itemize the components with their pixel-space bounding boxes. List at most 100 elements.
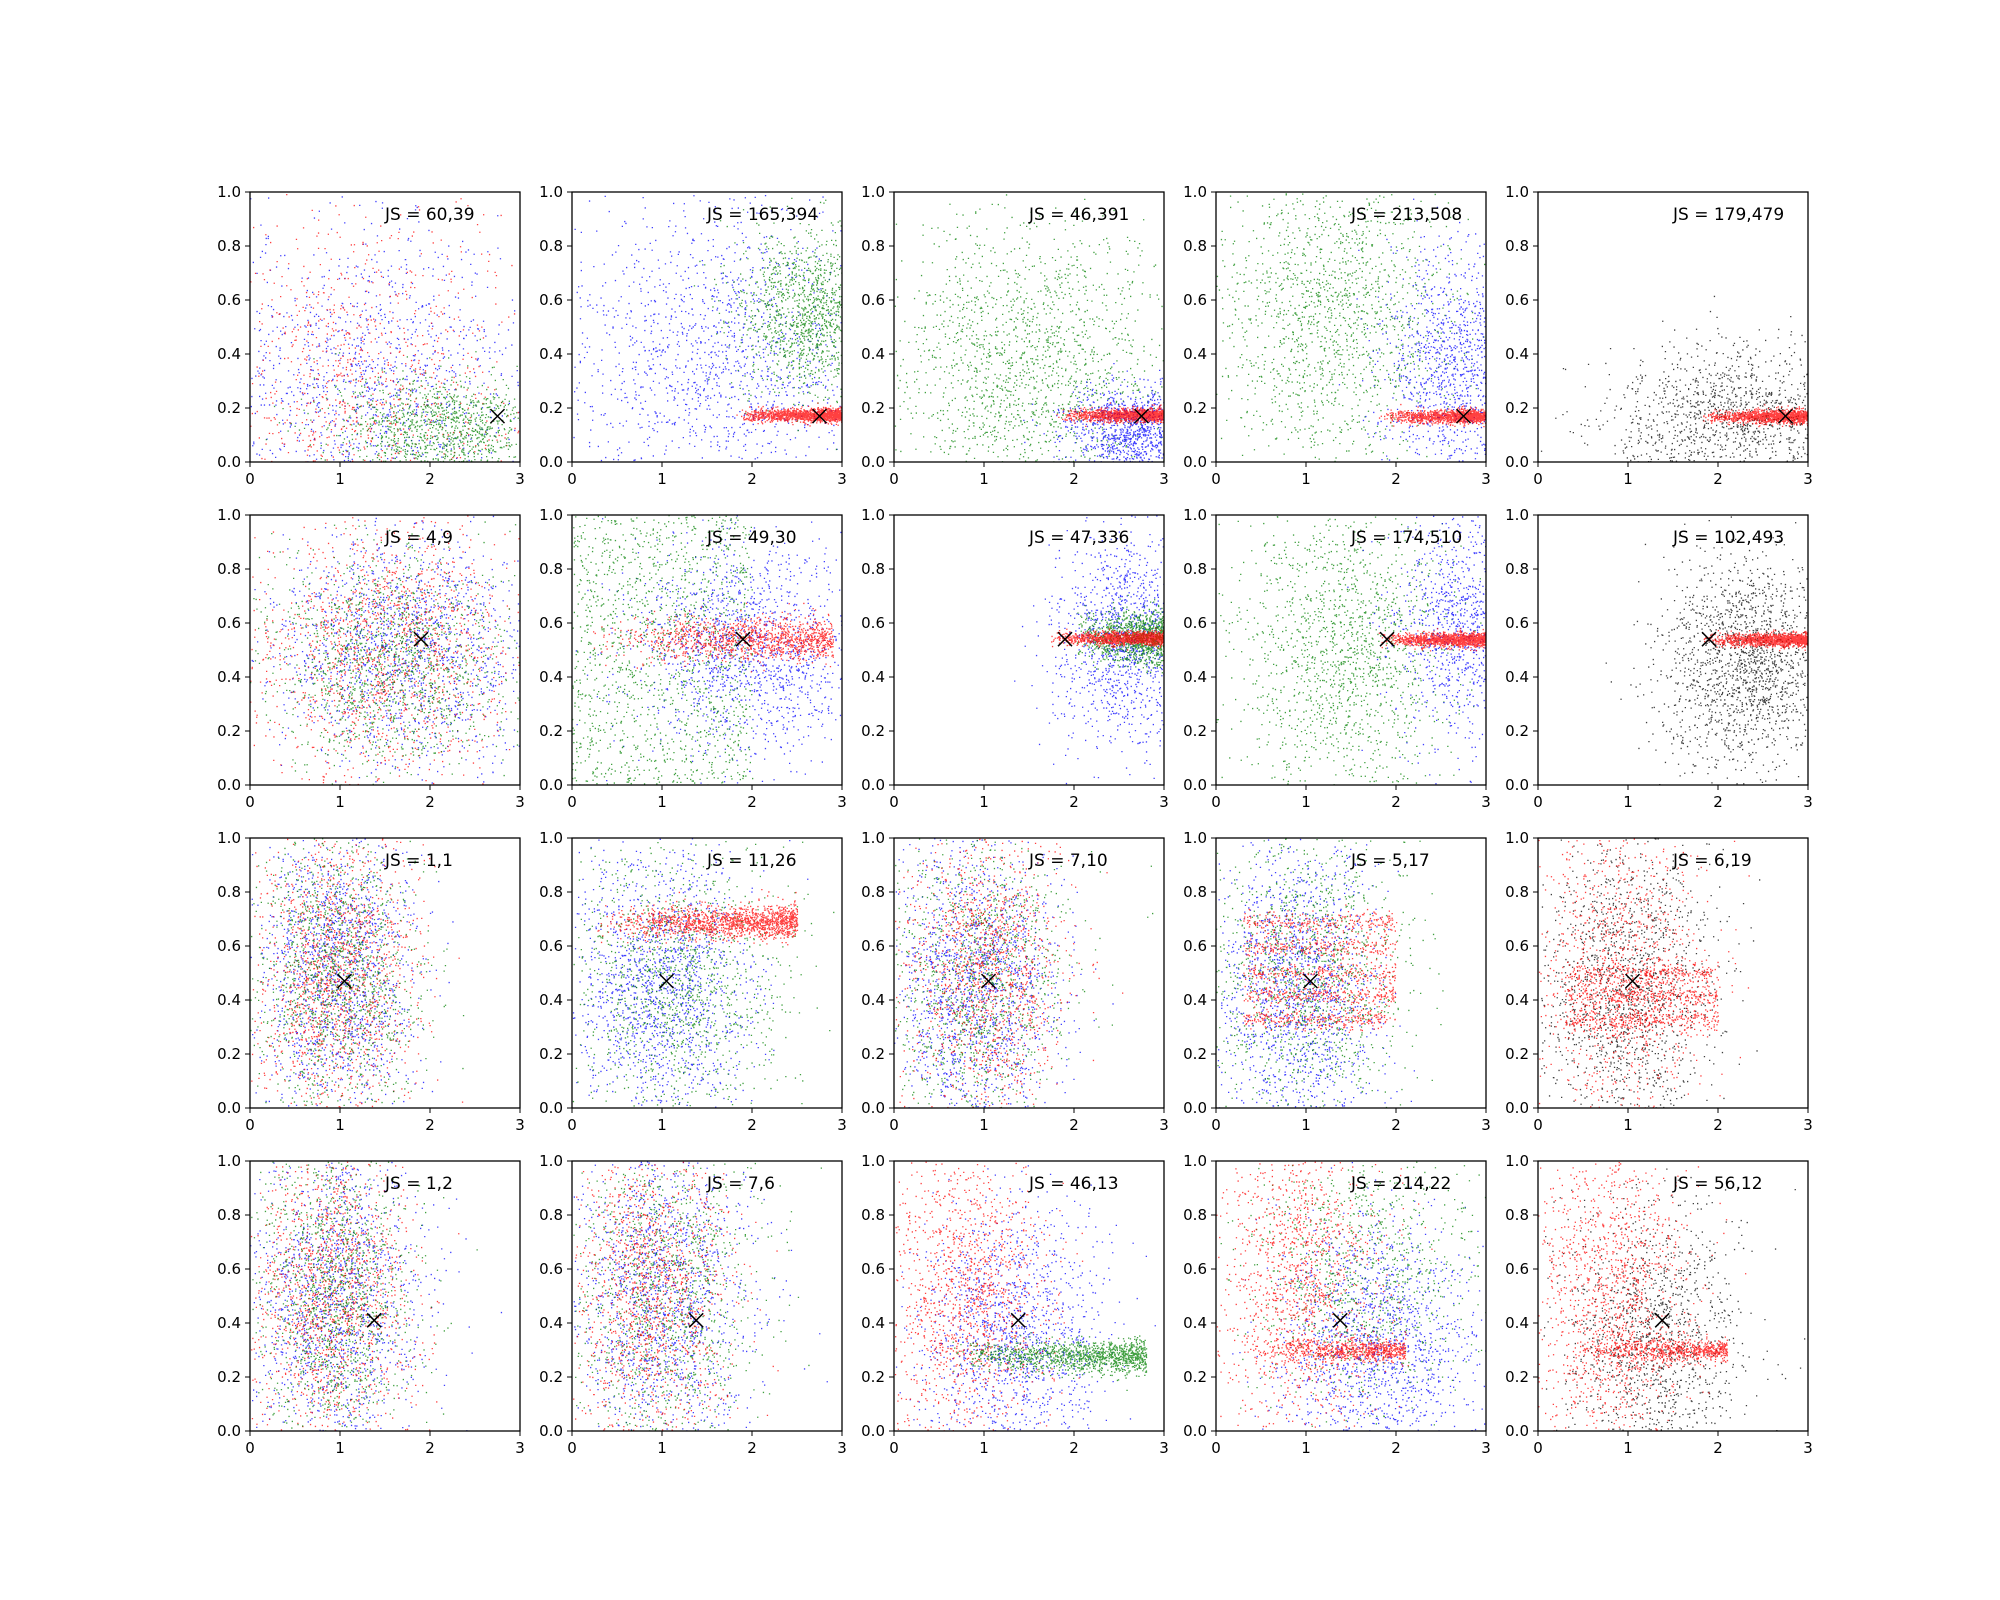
y-tick-label: 1.0 (861, 1152, 885, 1170)
y-tick-label: 1.0 (1505, 1152, 1529, 1170)
x-tick-label: 3 (837, 470, 847, 488)
x-tick-label: 2 (1069, 1116, 1079, 1134)
y-tick-label: 0.4 (861, 1314, 885, 1332)
y-tick-label: 1.0 (217, 183, 241, 201)
y-tick-label: 0.6 (1183, 614, 1207, 632)
y-tick-label: 1.0 (539, 829, 563, 847)
y-tick-label: 0.2 (217, 722, 241, 740)
y-tick-label: 0.8 (861, 1206, 885, 1224)
x-tick-label: 1 (1623, 470, 1633, 488)
x-tick-label: 0 (245, 470, 255, 488)
x-tick-label: 0 (1533, 1116, 1543, 1134)
y-tick-label: 0.2 (1505, 722, 1529, 740)
y-tick-label: 0.2 (1183, 399, 1207, 417)
js-label: JS = 1,2 (384, 1174, 453, 1194)
y-tick-label: 0.6 (861, 1260, 885, 1278)
y-tick-label: 0.0 (217, 776, 241, 794)
y-tick-label: 1.0 (1183, 1152, 1207, 1170)
x-tick-label: 0 (1211, 1439, 1221, 1457)
y-tick-label: 0.6 (1505, 614, 1529, 632)
js-label: JS = 11,26 (706, 851, 797, 871)
x-tick-label: 2 (1391, 470, 1401, 488)
js-label: JS = 6,19 (1672, 851, 1752, 871)
js-label: JS = 7,6 (706, 1174, 775, 1194)
js-label: JS = 7,10 (1028, 851, 1108, 871)
x-tick-label: 2 (1391, 1116, 1401, 1134)
y-tick-label: 0.0 (1183, 1422, 1207, 1440)
y-tick-label: 0.8 (1183, 1206, 1207, 1224)
y-tick-label: 1.0 (217, 1152, 241, 1170)
x-tick-label: 1 (979, 470, 989, 488)
x-tick-label: 3 (1803, 1439, 1813, 1457)
y-tick-label: 0.2 (861, 1368, 885, 1386)
x-tick-label: 2 (747, 1116, 757, 1134)
y-tick-label: 0.4 (1505, 345, 1529, 363)
x-tick-label: 2 (1713, 1439, 1723, 1457)
y-tick-label: 1.0 (217, 506, 241, 524)
y-tick-label: 0.2 (861, 399, 885, 417)
x-tick-label: 2 (1069, 793, 1079, 811)
x-tick-label: 2 (747, 1439, 757, 1457)
y-tick-label: 1.0 (1183, 183, 1207, 201)
js-label: JS = 213,508 (1350, 205, 1462, 225)
js-label: JS = 165,394 (706, 205, 818, 225)
y-tick-label: 0.4 (1505, 668, 1529, 686)
y-tick-label: 1.0 (539, 506, 563, 524)
y-tick-label: 0.4 (861, 345, 885, 363)
y-tick-label: 0.8 (217, 237, 241, 255)
x-tick-label: 3 (1481, 470, 1491, 488)
y-tick-label: 0.2 (1505, 1045, 1529, 1063)
js-label: JS = 179,479 (1672, 205, 1784, 225)
y-tick-label: 0.6 (1183, 1260, 1207, 1278)
y-tick-label: 0.0 (539, 453, 563, 471)
y-tick-label: 0.0 (539, 1099, 563, 1117)
x-tick-label: 3 (1481, 1116, 1491, 1134)
y-tick-label: 0.0 (217, 1099, 241, 1117)
y-tick-label: 0.8 (861, 883, 885, 901)
x-tick-label: 1 (979, 793, 989, 811)
y-tick-label: 0.4 (1183, 991, 1207, 1009)
y-tick-label: 0.8 (861, 237, 885, 255)
js-label: JS = 102,493 (1672, 528, 1784, 548)
y-tick-label: 0.8 (539, 1206, 563, 1224)
y-tick-label: 0.4 (1183, 668, 1207, 686)
x-tick-label: 0 (567, 470, 577, 488)
x-tick-label: 2 (425, 793, 435, 811)
y-tick-label: 0.6 (539, 1260, 563, 1278)
y-tick-label: 0.0 (1505, 776, 1529, 794)
y-tick-label: 1.0 (1183, 829, 1207, 847)
x-tick-label: 2 (1713, 1116, 1723, 1134)
y-tick-label: 0.0 (1505, 1422, 1529, 1440)
y-tick-label: 0.6 (1505, 291, 1529, 309)
x-tick-label: 2 (1713, 470, 1723, 488)
x-tick-label: 3 (1803, 1116, 1813, 1134)
y-tick-label: 0.8 (861, 560, 885, 578)
y-tick-label: 0.2 (1505, 1368, 1529, 1386)
y-tick-label: 0.6 (217, 1260, 241, 1278)
x-tick-label: 3 (515, 1439, 525, 1457)
y-tick-label: 0.2 (861, 722, 885, 740)
y-tick-label: 1.0 (861, 506, 885, 524)
y-tick-label: 0.2 (217, 399, 241, 417)
y-tick-label: 0.4 (1505, 1314, 1529, 1332)
js-label: JS = 47,336 (1028, 528, 1129, 548)
x-tick-label: 2 (425, 470, 435, 488)
x-tick-label: 1 (979, 1439, 989, 1457)
y-tick-label: 0.4 (861, 668, 885, 686)
js-label: JS = 46,13 (1028, 1174, 1119, 1194)
y-tick-label: 0.8 (1505, 883, 1529, 901)
x-tick-label: 3 (1803, 793, 1813, 811)
y-tick-label: 0.0 (217, 1422, 241, 1440)
y-tick-label: 0.2 (539, 1045, 563, 1063)
js-label: JS = 56,12 (1672, 1174, 1763, 1194)
y-tick-label: 1.0 (217, 829, 241, 847)
x-tick-label: 0 (245, 1439, 255, 1457)
y-tick-label: 0.0 (1183, 776, 1207, 794)
y-tick-label: 0.8 (1183, 560, 1207, 578)
y-tick-label: 1.0 (1505, 829, 1529, 847)
y-tick-label: 1.0 (861, 829, 885, 847)
x-tick-label: 0 (245, 793, 255, 811)
y-tick-label: 0.2 (539, 399, 563, 417)
y-tick-label: 0.0 (861, 1099, 885, 1117)
y-tick-label: 0.8 (217, 1206, 241, 1224)
